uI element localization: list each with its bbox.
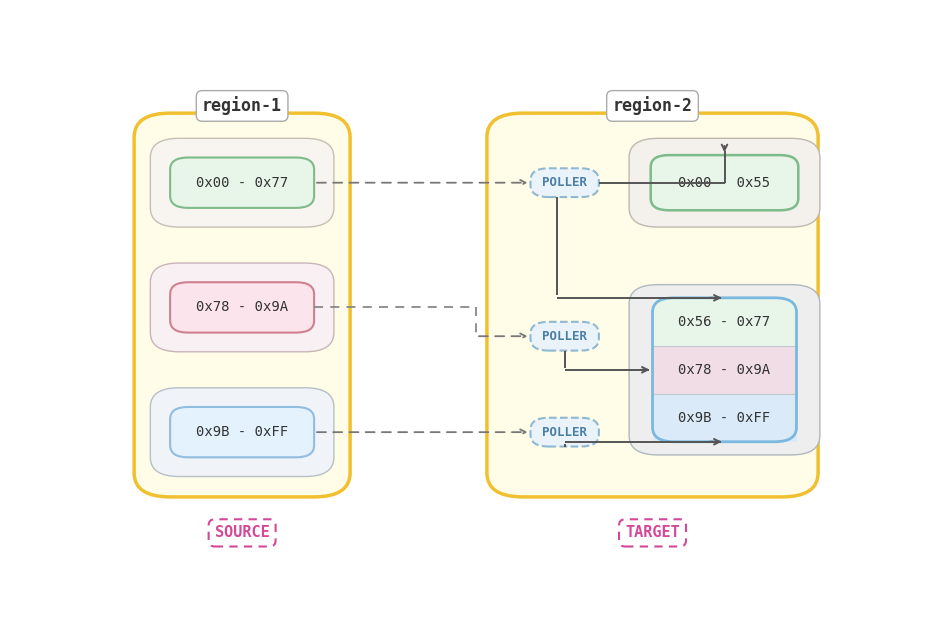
Text: 0x00 - 0x77: 0x00 - 0x77 [196, 176, 288, 189]
Bar [651, 298, 795, 346]
Bar [651, 394, 795, 442]
Text: POLLER: POLLER [542, 426, 586, 439]
FancyBboxPatch shape [170, 407, 314, 457]
FancyBboxPatch shape [170, 158, 314, 208]
Text: TARGET: TARGET [625, 525, 679, 540]
FancyBboxPatch shape [134, 113, 350, 497]
Text: 0x78 - 0x9A: 0x78 - 0x9A [196, 300, 288, 315]
Text: SOURCE: SOURCE [214, 525, 269, 540]
FancyBboxPatch shape [628, 138, 819, 227]
Text: POLLER: POLLER [542, 330, 586, 343]
FancyBboxPatch shape [530, 322, 599, 351]
FancyBboxPatch shape [150, 263, 333, 352]
Text: POLLER: POLLER [542, 176, 586, 189]
Text: 0x9B - 0xFF: 0x9B - 0xFF [677, 411, 769, 425]
FancyBboxPatch shape [170, 282, 314, 333]
FancyBboxPatch shape [530, 418, 599, 447]
FancyBboxPatch shape [628, 285, 819, 455]
Text: region-2: region-2 [612, 97, 691, 115]
FancyBboxPatch shape [150, 388, 333, 477]
Text: 0x00 - 0x55: 0x00 - 0x55 [677, 176, 769, 189]
FancyBboxPatch shape [486, 113, 818, 497]
Text: 0x9B - 0xFF: 0x9B - 0xFF [196, 425, 288, 439]
Bar [651, 346, 795, 394]
FancyBboxPatch shape [530, 168, 599, 197]
FancyBboxPatch shape [650, 155, 797, 211]
Text: region-1: region-1 [202, 97, 282, 115]
Text: 0x78 - 0x9A: 0x78 - 0x9A [677, 363, 769, 377]
Text: 0x56 - 0x77: 0x56 - 0x77 [677, 315, 769, 329]
FancyBboxPatch shape [150, 138, 333, 227]
